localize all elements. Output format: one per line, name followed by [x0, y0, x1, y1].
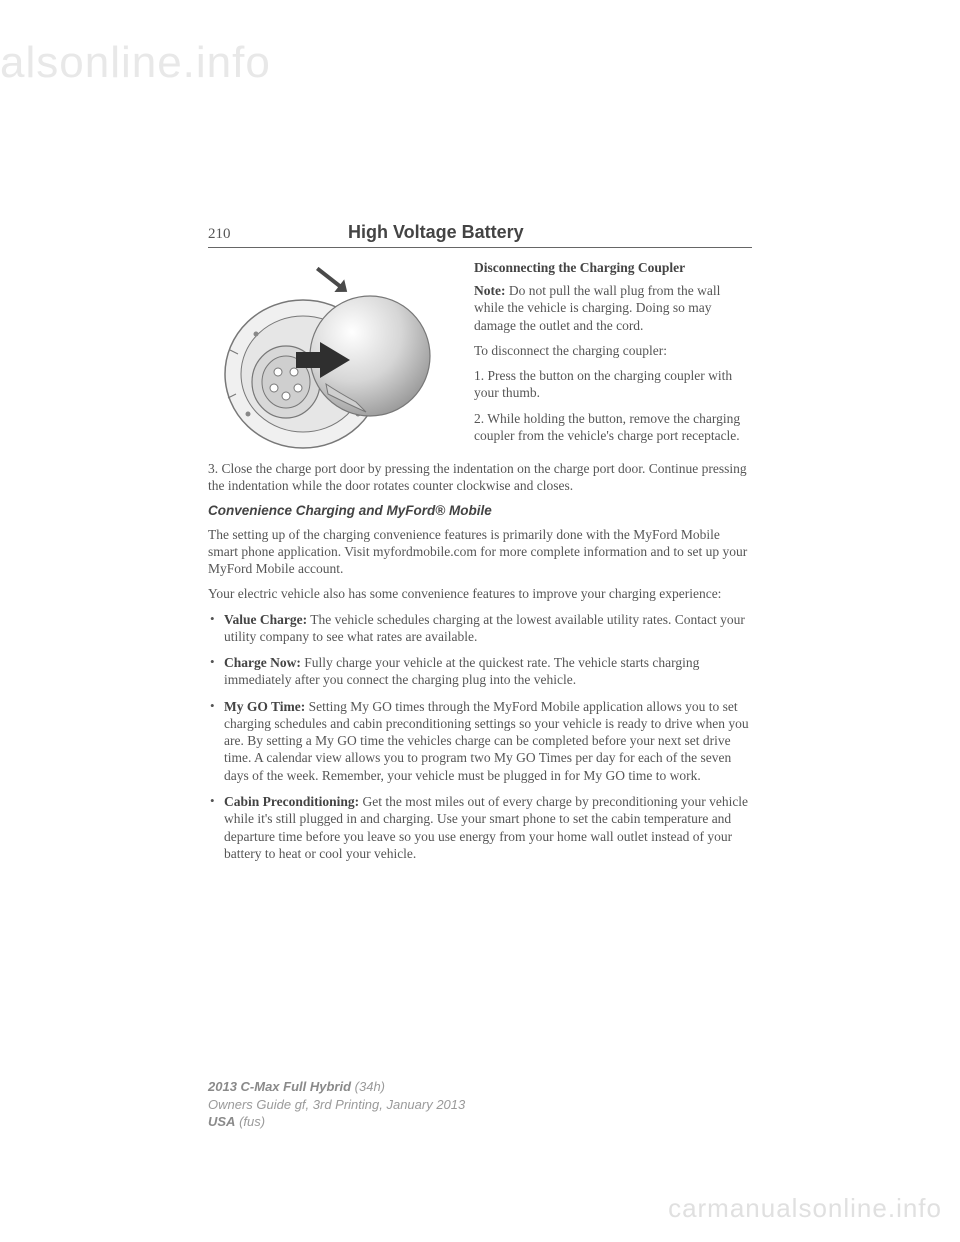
page-footer: 2013 C-Max Full Hybrid (34h) Owners Guid…	[208, 1078, 465, 1131]
footer-guide: Owners Guide gf, 3rd Printing, January 2…	[208, 1096, 465, 1114]
convenience-title: Convenience Charging and MyFord® Mobile	[208, 503, 752, 518]
page-number: 210	[208, 226, 348, 243]
feature-label: Cabin Preconditioning:	[224, 794, 359, 809]
list-item: Cabin Preconditioning: Get the most mile…	[208, 793, 752, 862]
footer-region-code: (fus)	[235, 1114, 265, 1129]
coupler-illustration-icon	[208, 264, 458, 454]
page-header: 210 High Voltage Battery	[208, 222, 752, 248]
page-content: 210 High Voltage Battery	[208, 222, 752, 871]
list-item: Value Charge: The vehicle schedules char…	[208, 611, 752, 646]
feature-list: Value Charge: The vehicle schedules char…	[208, 611, 752, 862]
watermark-top: alsonline.info	[0, 38, 271, 88]
convenience-p2: Your electric vehicle also has some conv…	[208, 585, 752, 602]
list-item: Charge Now: Fully charge your vehicle at…	[208, 654, 752, 689]
page-title: High Voltage Battery	[348, 222, 524, 243]
watermark-bottom: carmanualsonline.info	[668, 1193, 942, 1224]
step-3: 3. Close the charge port door by pressin…	[208, 460, 752, 495]
footer-model: 2013 C-Max Full Hybrid	[208, 1079, 351, 1094]
note-label: Note:	[474, 283, 505, 298]
list-item: My GO Time: Setting My GO times through …	[208, 698, 752, 784]
note-text: Do not pull the wall plug from the wall …	[474, 283, 720, 333]
footer-model-code: (34h)	[351, 1079, 385, 1094]
feature-label: Value Charge:	[224, 612, 307, 627]
convenience-p1: The setting up of the charging convenien…	[208, 526, 752, 578]
coupler-figure	[208, 264, 458, 454]
feature-label: My GO Time:	[224, 699, 305, 714]
footer-region: USA	[208, 1114, 235, 1129]
feature-label: Charge Now:	[224, 655, 301, 670]
